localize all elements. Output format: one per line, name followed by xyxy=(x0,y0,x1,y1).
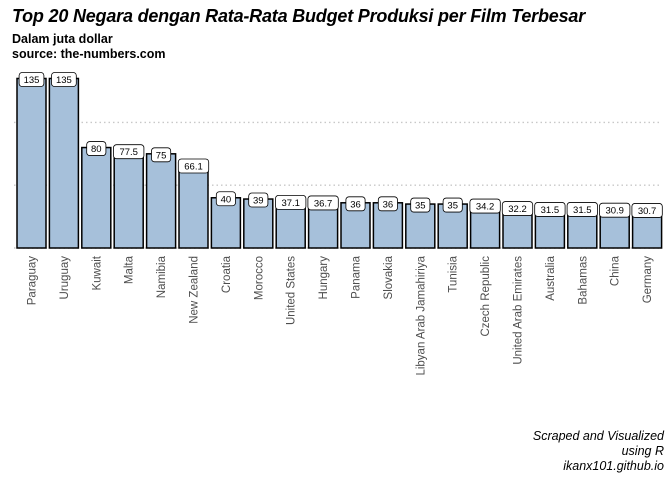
data-label-12: 35 xyxy=(415,201,426,212)
bar-2 xyxy=(81,146,112,249)
bars xyxy=(16,77,663,249)
data-label-19: 30.7 xyxy=(638,206,657,217)
chart-subtitle: Dalam juta dollar source: the-numbers.co… xyxy=(12,32,166,62)
data-label-box-17 xyxy=(566,202,598,217)
chart-title: Top 20 Negara dengan Rata-Rata Budget Pr… xyxy=(12,6,585,26)
caption-line-1: Scraped and Visualized xyxy=(532,429,664,443)
x-tick-label-10: Panama xyxy=(351,255,363,298)
data-label-box-0 xyxy=(18,72,45,87)
x-tick-label-0: Paraguay xyxy=(27,256,39,305)
x-tick-label-8: United States xyxy=(286,256,298,325)
bar-7 xyxy=(243,198,274,249)
data-label-2: 80 xyxy=(91,144,102,155)
data-label-1: 135 xyxy=(56,75,72,86)
x-tick-labels: Paraguay Uruguay Kuwait Malta Namibia New Zea… xyxy=(27,255,655,375)
data-label-box-19 xyxy=(631,203,663,218)
data-label-box-1 xyxy=(51,72,77,87)
data-label-box-11 xyxy=(377,196,398,212)
x-tick-label-18: China xyxy=(610,255,622,286)
data-label-13: 35 xyxy=(447,201,458,212)
x-tick-label-17: Bahamas xyxy=(577,256,589,305)
data-label-box-14 xyxy=(469,198,501,214)
data-label-box-3 xyxy=(113,144,145,160)
caption-line-2: using R xyxy=(621,444,664,458)
data-label-0: 135 xyxy=(24,75,40,86)
data-label-box-10 xyxy=(345,196,366,212)
data-label-box-6 xyxy=(215,191,236,207)
x-tick-label-6: Croatia xyxy=(221,255,233,293)
x-tick-label-1: Uruguay xyxy=(59,256,71,300)
data-label-7: 39 xyxy=(253,196,264,207)
data-labels: 135 135 80 77.5 75 66.1 40 39 37.1 36.7 36 36 35 35 34… xyxy=(18,72,663,218)
x-tick-label-4: Namibia xyxy=(156,255,168,298)
x-tick-label-3: Malta xyxy=(124,255,136,284)
data-label-box-5 xyxy=(177,158,210,174)
data-label-5: 66.1 xyxy=(184,161,203,172)
bar-0 xyxy=(16,77,47,249)
data-label-8: 37.1 xyxy=(281,198,300,209)
bar-3 xyxy=(113,149,144,249)
x-tick-label-7: Morocco xyxy=(253,256,265,300)
data-label-box-8 xyxy=(275,195,307,210)
x-tick-label-14: Czech Republic xyxy=(480,256,492,337)
data-label-18: 30.9 xyxy=(605,206,624,217)
data-label-17: 31.5 xyxy=(573,205,592,216)
x-tick-label-19: Germany xyxy=(642,256,654,304)
data-label-3: 77.5 xyxy=(119,147,138,158)
data-label-box-7 xyxy=(248,192,269,208)
data-label-box-2 xyxy=(86,141,107,156)
x-tick-label-11: Slovakia xyxy=(383,255,395,299)
data-label-15: 32.2 xyxy=(508,204,527,215)
data-label-14: 34.2 xyxy=(476,202,495,213)
x-tick-label-16: Australia xyxy=(545,255,557,300)
data-label-box-16 xyxy=(534,202,566,217)
data-label-box-13 xyxy=(442,197,463,213)
data-label-box-9 xyxy=(307,195,339,211)
data-label-10: 36 xyxy=(350,199,361,210)
data-label-6: 40 xyxy=(221,194,232,205)
data-label-box-18 xyxy=(599,202,631,218)
bar-1 xyxy=(48,77,80,249)
bar-4 xyxy=(145,153,177,249)
x-tick-label-2: Kuwait xyxy=(91,255,103,290)
subtitle-source-line: source: the-numbers.com xyxy=(12,47,166,61)
data-label-box-12 xyxy=(410,197,431,213)
x-tick-label-13: Tunisia xyxy=(448,255,460,292)
x-tick-label-12: Libyan Arab Jamahiriya xyxy=(415,255,427,375)
data-label-9: 36.7 xyxy=(314,198,333,209)
chart-caption: Scraped and Visualized using R ikanx101.… xyxy=(533,429,664,474)
caption-line-3: ikanx101.github.io xyxy=(563,459,664,473)
data-label-box-15 xyxy=(501,201,534,216)
x-tick-label-15: United Arab Emirates xyxy=(513,256,525,365)
data-label-11: 36 xyxy=(383,199,394,210)
data-label-box-4 xyxy=(151,147,172,163)
data-label-4: 75 xyxy=(156,150,167,161)
x-tick-label-9: Hungary xyxy=(318,256,330,300)
data-label-16: 31.5 xyxy=(541,205,560,216)
bar-5 xyxy=(178,164,209,249)
subtitle-unit-line: Dalam juta dollar xyxy=(12,32,113,46)
x-tick-label-5: New Zealand xyxy=(189,256,201,324)
